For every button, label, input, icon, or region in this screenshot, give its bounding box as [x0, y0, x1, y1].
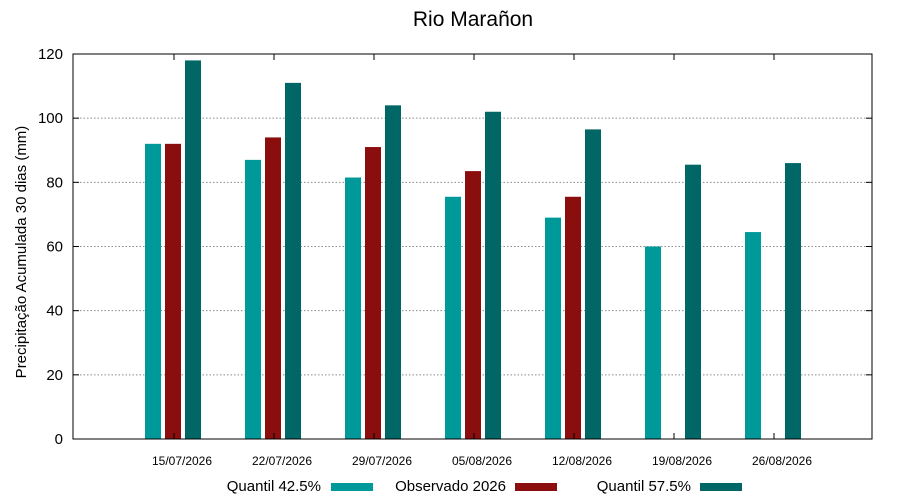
bar-quantil-42-5--6 [745, 232, 761, 439]
bar-quantil-42-5--4 [545, 217, 561, 439]
bar-quantil-57-5--1 [285, 82, 301, 439]
bar-observado-2026-0 [165, 143, 181, 440]
legend-swatch [331, 483, 373, 491]
y-tick-label: 80 [46, 174, 63, 191]
x-tick-label: 29/07/2026 [352, 454, 412, 468]
bar-quantil-42-5--3 [445, 196, 461, 439]
bar-quantil-57-5--4 [585, 129, 601, 440]
x-tick-label: 22/07/2026 [252, 454, 312, 468]
y-tick-label: 40 [46, 303, 63, 320]
bar-observado-2026-4 [565, 196, 581, 439]
y-tick-label: 100 [38, 110, 63, 127]
x-tick-label: 26/08/2026 [752, 454, 812, 468]
bar-quantil-42-5--2 [345, 177, 361, 440]
x-tick-label: 05/08/2026 [452, 454, 512, 468]
x-tick-label: 19/08/2026 [652, 454, 712, 468]
chart-title: Rio Marañon [413, 8, 533, 31]
legend-swatch [700, 483, 742, 491]
y-tick-label: 60 [46, 239, 63, 256]
bar-observado-2026-3 [465, 171, 481, 439]
bar-quantil-57-5--6 [785, 163, 801, 440]
y-tick-label: 120 [38, 46, 63, 63]
legend-label: Observado 2026 [395, 478, 506, 495]
legend: Quantil 42.5% Observado 2026 Quantil 57.5% [227, 478, 742, 495]
bar-quantil-42-5--5 [645, 246, 661, 439]
bar-quantil-57-5--0 [185, 60, 201, 440]
bar-observado-2026-1 [265, 137, 281, 439]
y-axis-label: Precipitação Acumulada 30 dias (mm) [13, 126, 30, 379]
bar-quantil-42-5--1 [245, 159, 261, 439]
bar-quantil-42-5--0 [145, 143, 161, 440]
bars-layer [145, 60, 801, 440]
x-tick-label: 12/08/2026 [552, 454, 612, 468]
axis-layer: 0 20 40 60 80 100 120 15/07/2026 22/07/2026 29/07… [38, 46, 872, 468]
legend-swatch [515, 483, 557, 491]
bar-quantil-57-5--2 [385, 105, 401, 439]
bar-quantil-57-5--3 [485, 111, 501, 439]
bar-observado-2026-2 [365, 147, 381, 439]
x-tick-label: 15/07/2026 [152, 454, 212, 468]
y-tick-label: 0 [55, 431, 63, 448]
legend-label: Quantil 42.5% [227, 478, 321, 495]
legend-label: Quantil 57.5% [597, 478, 691, 495]
y-tick-label: 20 [46, 367, 63, 384]
bar-quantil-57-5--5 [685, 164, 701, 439]
